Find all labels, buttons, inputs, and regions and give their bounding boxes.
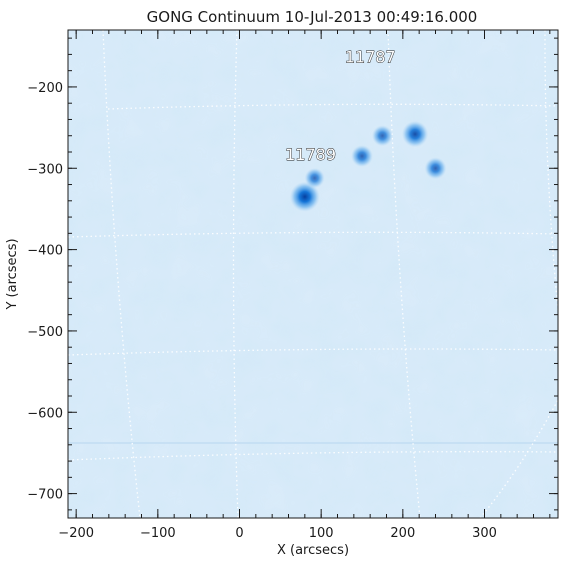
longitude-line <box>102 30 141 518</box>
longitude-line <box>544 30 558 317</box>
sunspot <box>304 167 325 189</box>
x-tick-label: 0 <box>235 526 243 541</box>
x-axis-ticks: −200 −100 0 100 200 300 <box>58 30 551 541</box>
region-label-11789: 11789 <box>285 145 336 164</box>
y-tick-label: −300 <box>27 162 63 177</box>
y-axis-label: Y (arcsecs) <box>5 238 20 310</box>
x-tick-label: 300 <box>472 526 497 541</box>
latitude-line <box>68 231 558 238</box>
x-tick-label: 100 <box>309 526 334 541</box>
sunspot <box>371 125 393 147</box>
y-axis-ticks: −200 −300 −400 −500 −600 −700 <box>27 37 558 511</box>
x-tick-label: 200 <box>390 526 415 541</box>
x-tick-label: −100 <box>140 526 176 541</box>
longitude-line <box>232 30 239 518</box>
y-tick-label: −700 <box>27 488 63 503</box>
latitude-line <box>68 348 558 356</box>
longitude-line <box>479 399 558 518</box>
sunspot <box>401 120 429 148</box>
sunspots <box>289 120 447 212</box>
sunspot <box>351 145 373 168</box>
latitude-line <box>107 103 558 110</box>
y-tick-label: −200 <box>27 81 63 96</box>
image-area <box>68 30 558 518</box>
heliographic-grid <box>68 30 558 518</box>
sunspot <box>424 157 447 180</box>
latitude-line <box>68 451 558 461</box>
granulation-texture <box>68 30 558 518</box>
x-axis-label: X (arcsecs) <box>277 543 349 558</box>
plot-frame <box>67 29 559 519</box>
disk-highlight <box>68 30 558 518</box>
longitude-line <box>387 30 421 518</box>
region-labels: 11787 11789 <box>285 47 396 164</box>
x-tick-label: −200 <box>58 526 94 541</box>
y-tick-label: −500 <box>27 325 63 340</box>
region-label-11787: 11787 <box>345 48 396 67</box>
y-tick-label: −600 <box>27 406 63 421</box>
figure-title: GONG Continuum 10-Jul-2013 00:49:16.000 <box>147 8 478 26</box>
sunspot <box>289 181 320 212</box>
y-tick-label: −400 <box>27 244 63 259</box>
